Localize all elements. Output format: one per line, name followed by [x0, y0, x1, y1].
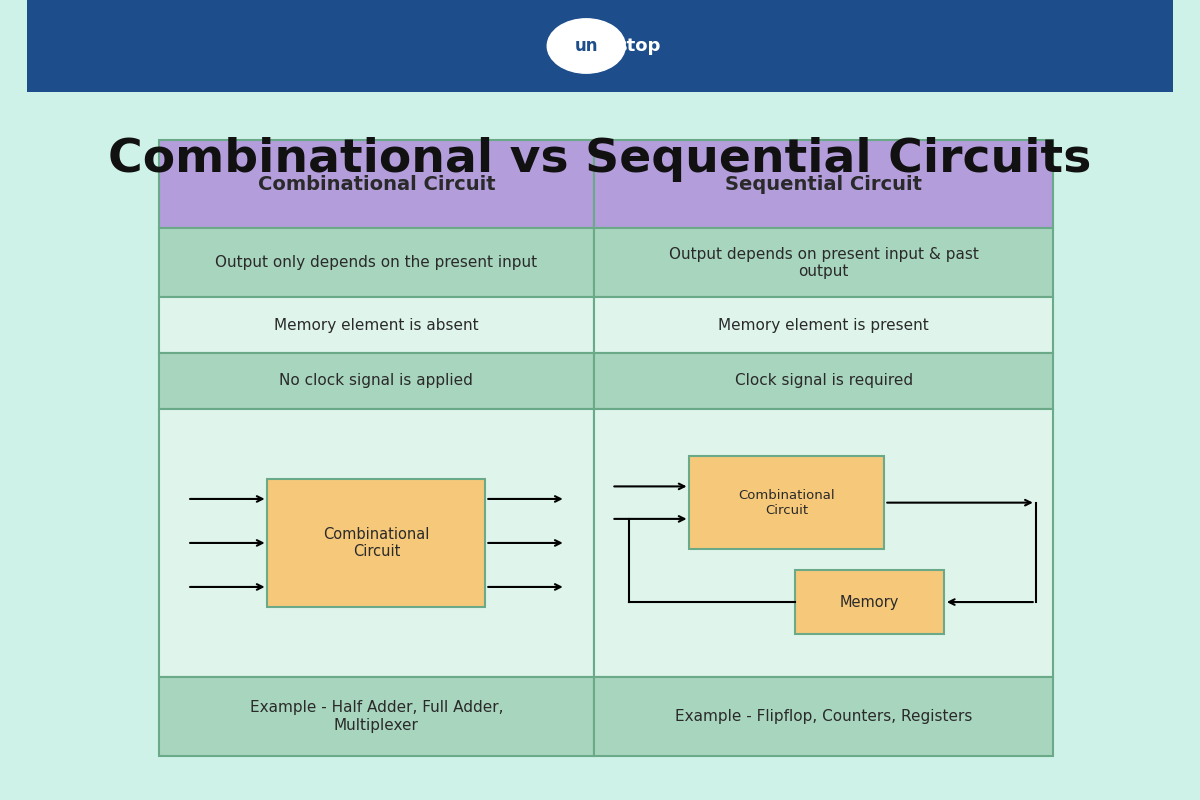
Bar — [158, 228, 594, 298]
Text: stop: stop — [616, 37, 660, 55]
Bar — [594, 353, 1052, 409]
Text: Combinational Circuit: Combinational Circuit — [258, 174, 496, 194]
Text: Sequential Circuit: Sequential Circuit — [725, 174, 922, 194]
Text: Memory element is present: Memory element is present — [719, 318, 929, 333]
Text: Combinational
Circuit: Combinational Circuit — [323, 526, 430, 559]
Text: Example - Half Adder, Full Adder,
Multiplexer: Example - Half Adder, Full Adder, Multip… — [250, 701, 503, 733]
Text: Combinational
Circuit: Combinational Circuit — [738, 489, 835, 517]
Bar — [158, 353, 594, 409]
Bar — [158, 678, 594, 756]
Bar — [594, 228, 1052, 298]
Bar — [158, 140, 594, 228]
Text: Output depends on present input & past
output: Output depends on present input & past o… — [668, 246, 978, 279]
Text: Combinational vs Sequential Circuits: Combinational vs Sequential Circuits — [108, 138, 1092, 182]
Bar — [158, 298, 594, 353]
Bar — [158, 409, 594, 678]
Bar — [594, 678, 1052, 756]
Bar — [690, 456, 884, 549]
Bar — [594, 298, 1052, 353]
Bar — [794, 570, 944, 634]
Text: un: un — [575, 37, 598, 55]
Bar — [26, 0, 1174, 92]
Text: Memory: Memory — [840, 594, 899, 610]
Text: No clock signal is applied: No clock signal is applied — [280, 374, 473, 388]
Bar — [268, 479, 485, 607]
Text: Memory element is absent: Memory element is absent — [274, 318, 479, 333]
Text: Clock signal is required: Clock signal is required — [734, 374, 913, 388]
Ellipse shape — [547, 18, 625, 74]
Text: Output only depends on the present input: Output only depends on the present input — [215, 255, 538, 270]
Text: Example - Flipflop, Counters, Registers: Example - Flipflop, Counters, Registers — [674, 709, 972, 724]
Bar — [594, 409, 1052, 678]
Bar — [594, 140, 1052, 228]
